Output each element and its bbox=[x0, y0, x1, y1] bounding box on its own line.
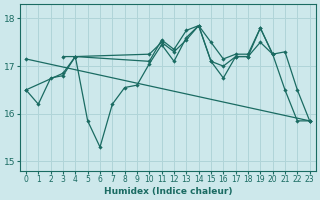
X-axis label: Humidex (Indice chaleur): Humidex (Indice chaleur) bbox=[104, 187, 232, 196]
